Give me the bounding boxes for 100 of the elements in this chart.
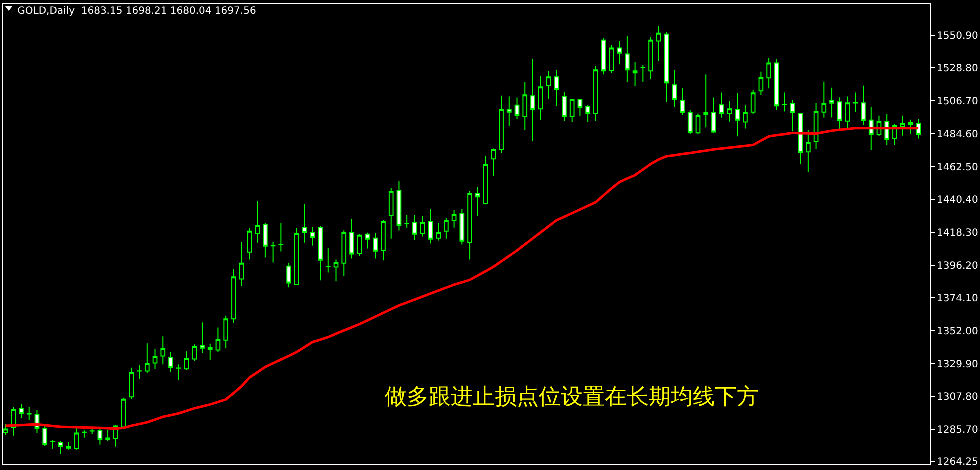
candlestick: [420, 216, 426, 238]
y-tick-label: 1550.90: [937, 30, 978, 42]
candlestick: [412, 214, 418, 241]
y-tick-label: 1285.70: [937, 425, 978, 436]
candlestick: [192, 344, 198, 362]
candlestick: [546, 70, 552, 100]
candlestick: [798, 112, 803, 165]
candlestick: [782, 92, 788, 112]
y-tick-label: 1264.25: [937, 456, 978, 468]
candlestick: [388, 188, 394, 240]
line-series: [4, 127, 920, 430]
candlestick: [845, 96, 850, 130]
candlestick: [278, 222, 284, 252]
candlestick: [625, 36, 630, 83]
y-tick-label: 1307.80: [937, 392, 978, 404]
candlestick: [822, 81, 827, 118]
candlestick: [554, 70, 560, 106]
y-tick-label: 1462.50: [937, 162, 978, 174]
candlestick: [640, 64, 646, 83]
candlestick: [468, 190, 472, 260]
candlestick: [129, 367, 134, 400]
candlestick: [712, 97, 716, 134]
candlestick: [90, 427, 95, 435]
candlestick: [106, 430, 110, 442]
candlestick: [184, 351, 190, 371]
candlestick: [208, 343, 213, 361]
candlestick: [460, 208, 465, 246]
candlestick: [688, 109, 693, 135]
candlestick: [3, 424, 8, 436]
candlestick: [774, 58, 780, 111]
y-tick-label: 1374.10: [937, 294, 978, 305]
candlestick: [216, 327, 221, 353]
candlestick: [326, 248, 331, 274]
candlestick: [861, 85, 866, 126]
candlestick: [617, 40, 622, 66]
candlestick: [137, 364, 142, 380]
candlestick: [656, 26, 662, 62]
y-tick-label: 1484.60: [937, 129, 978, 140]
candlestick: [42, 426, 48, 447]
candlestick: [506, 96, 512, 127]
candlestick: [200, 322, 205, 354]
candlestick: [357, 234, 362, 257]
candlestick: [727, 100, 732, 122]
candlestick: [475, 186, 480, 216]
candlestick: [302, 204, 308, 244]
candlestick: [735, 92, 740, 138]
candlestick: [294, 228, 300, 286]
y-tick-label: 1396.20: [937, 260, 978, 272]
candlestick: [750, 90, 756, 115]
candlestick: [908, 119, 914, 135]
candlestick: [672, 70, 678, 108]
candlestick: [224, 315, 229, 350]
chart-title: GOLD,Daily 1683.15 1698.21 1680.04 1697.56: [18, 6, 256, 18]
candlestick: [766, 57, 772, 90]
candlestick: [404, 214, 410, 228]
candlestick: [286, 262, 292, 288]
candlestick: [648, 36, 654, 80]
candlestick: [483, 156, 488, 206]
candlestick: [232, 268, 236, 324]
candlestick: [350, 218, 354, 260]
candlestick: [82, 430, 87, 438]
candlestick: [19, 404, 24, 420]
candlestick: [160, 336, 166, 366]
candlestick: [664, 32, 670, 103]
candlestick: [830, 87, 834, 118]
candlestick: [365, 232, 370, 250]
candlestick: [538, 75, 544, 121]
candlestick: [530, 58, 536, 142]
candlestick: [342, 230, 347, 276]
candlestick: [499, 95, 504, 154]
candlestick: [696, 113, 701, 135]
candlestick: [586, 104, 591, 123]
y-tick-label: 1352.00: [937, 326, 978, 338]
y-tick-label: 1528.80: [937, 64, 978, 75]
candlestick: [853, 92, 858, 113]
candlestick: [522, 82, 528, 131]
candlestick: [310, 226, 316, 246]
candlestick: [491, 148, 496, 177]
candlestick: [632, 62, 638, 87]
candlestick: [806, 130, 811, 173]
candlestick: [74, 426, 80, 450]
candlestick: [719, 92, 724, 118]
candlestick: [373, 232, 378, 260]
candlestick: [900, 115, 906, 136]
candlestick: [444, 218, 449, 240]
candlestick: [837, 97, 842, 130]
candlestick: [168, 352, 174, 373]
candlestick: [916, 118, 922, 140]
candlestick: [247, 228, 252, 260]
candlestick: [176, 364, 182, 381]
candlestick: [680, 88, 685, 116]
candlestick: [570, 98, 575, 123]
candlestick: [318, 226, 323, 282]
candlestick: [26, 406, 32, 421]
candlestick: [255, 200, 260, 244]
candlestick: [381, 220, 386, 262]
candlestick: [704, 74, 709, 128]
y-tick-label: 1506.70: [937, 96, 978, 108]
candlestick: [594, 65, 598, 122]
candlestick: [144, 343, 150, 374]
